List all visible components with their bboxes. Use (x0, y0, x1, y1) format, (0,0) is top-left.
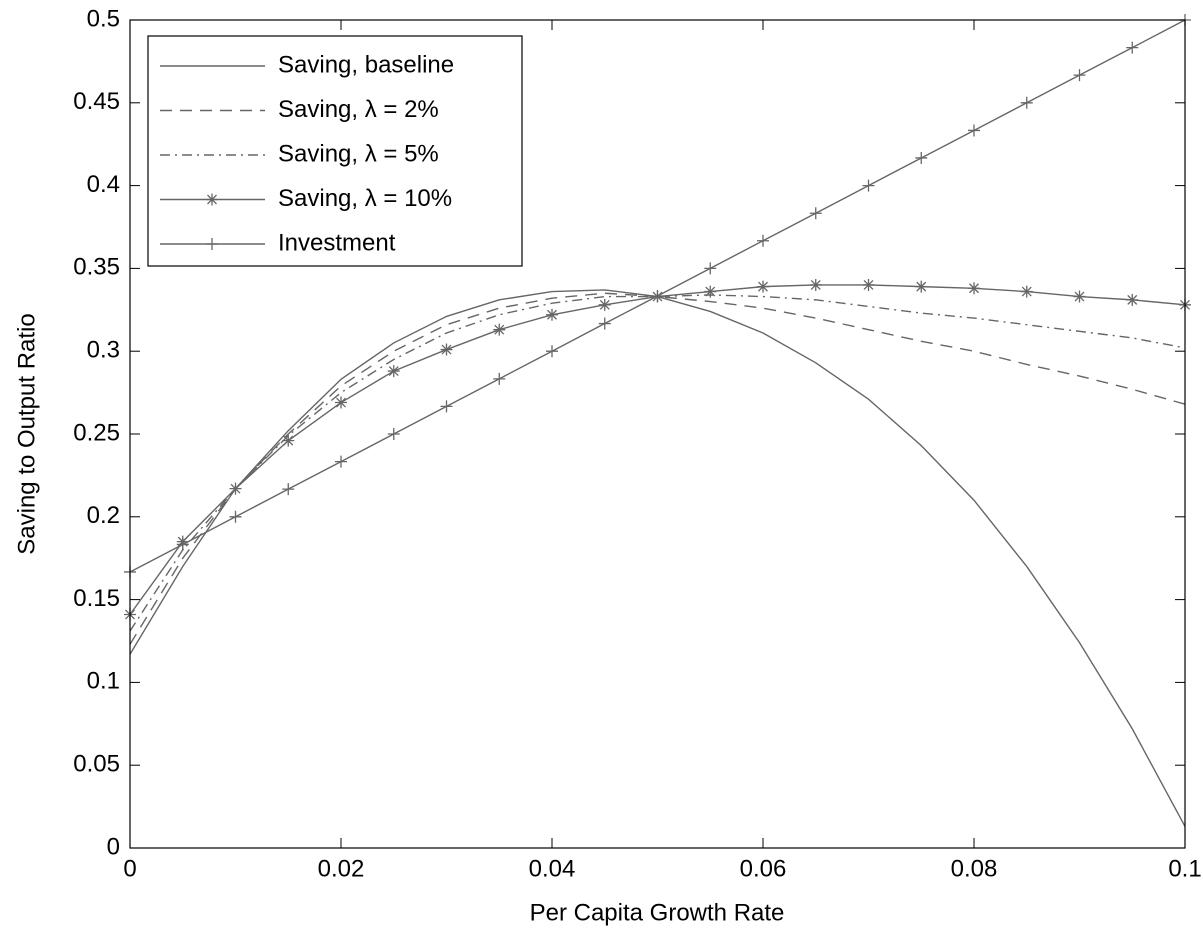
legend-label: Investment (278, 229, 396, 256)
plus-marker (968, 124, 980, 137)
plus-marker (229, 510, 242, 523)
plus-marker (862, 179, 875, 192)
plus-marker (282, 483, 295, 496)
x-axis-label: Per Capita Growth Rate (530, 899, 785, 926)
star-marker (546, 308, 558, 321)
plus-marker (809, 207, 822, 220)
star-marker (282, 434, 295, 447)
plus-marker (493, 372, 506, 385)
x-tick-label: 0.1 (1168, 855, 1201, 882)
star-marker (809, 278, 822, 291)
series-line (129, 292, 1186, 645)
y-tick-label: 0.05 (73, 751, 120, 778)
plus-marker (651, 290, 664, 303)
series-line (129, 284, 1186, 615)
star-marker (206, 193, 218, 206)
star-marker (335, 396, 347, 409)
y-tick-label: 0.45 (73, 88, 120, 115)
y-tick-label: 0.25 (73, 419, 120, 446)
y-tick-label: 0.2 (87, 502, 120, 529)
legend: Saving, baseline Saving, λ = 2% Saving, λ … (147, 35, 523, 267)
star-marker (440, 343, 453, 356)
y-tick-label: 0.3 (87, 337, 120, 364)
series-line (129, 289, 1186, 827)
x-tick-label: 0.06 (740, 855, 787, 882)
star-marker (862, 278, 875, 291)
star-marker (387, 365, 400, 378)
plus-marker (176, 538, 189, 551)
x-tick-label: 0 (123, 855, 136, 882)
plus-marker (704, 262, 717, 275)
legend-label: Saving, λ = 2% (278, 96, 439, 123)
y-tick-label: 0.4 (87, 171, 120, 198)
plus-marker (1126, 41, 1139, 54)
y-tick-label: 0.15 (73, 585, 120, 612)
plus-marker (915, 151, 928, 164)
plus-marker (387, 428, 400, 440)
plus-marker (335, 455, 347, 468)
y-tick-label: 0 (107, 833, 120, 860)
x-tick-label: 0.08 (951, 855, 998, 882)
star-marker (229, 482, 242, 495)
plus-marker (598, 317, 611, 330)
y-axis-label: Saving to Output Ratio (13, 313, 40, 554)
plus-marker (440, 400, 453, 413)
star-marker (968, 282, 980, 295)
plus-marker (1073, 69, 1086, 82)
plus-marker (1020, 96, 1033, 109)
star-marker (1020, 285, 1033, 298)
plus-marker (206, 238, 218, 250)
star-marker (1126, 293, 1139, 306)
plus-marker (757, 234, 769, 247)
series-line (129, 294, 1186, 632)
star-marker (493, 323, 506, 336)
legend-box (147, 35, 523, 267)
y-tick-label: 0.5 (87, 5, 120, 32)
x-tick-label: 0.02 (318, 855, 365, 882)
star-marker (757, 280, 769, 293)
y-tick-label: 0.35 (73, 254, 120, 281)
star-marker (1073, 290, 1086, 303)
y-tick-label: 0.1 (87, 668, 120, 695)
legend-label: Saving, λ = 10% (278, 185, 452, 212)
x-tick-label: 0.04 (529, 855, 576, 882)
star-marker (598, 298, 611, 311)
legend-label: Saving, baseline (278, 51, 454, 78)
legend-label: Saving, λ = 5% (278, 140, 439, 167)
plus-marker (546, 345, 558, 358)
star-marker (704, 285, 717, 298)
plot-frame (129, 19, 1186, 849)
star-marker (915, 280, 928, 293)
